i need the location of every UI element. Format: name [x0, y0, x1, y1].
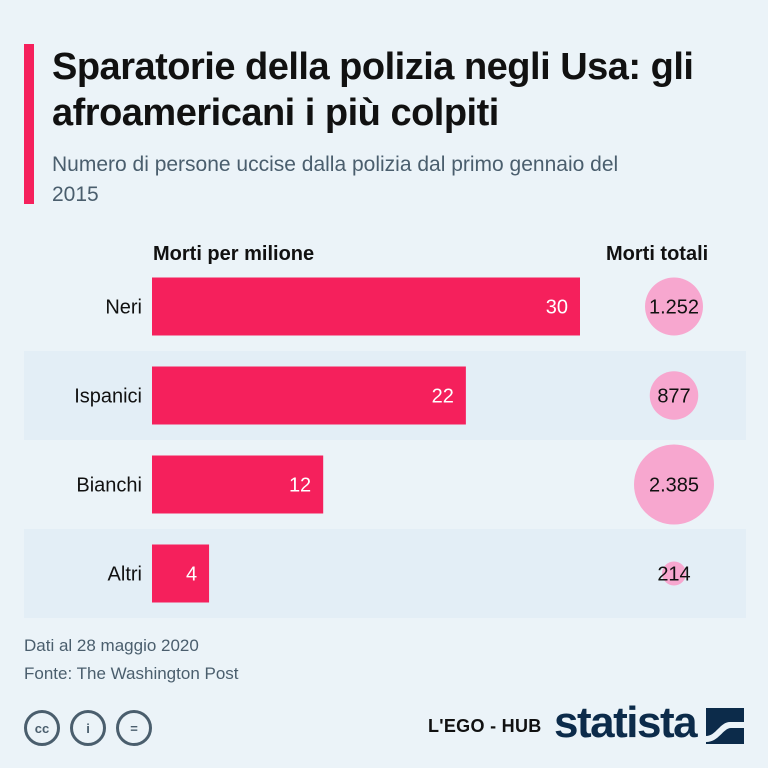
bar-value-label: 12 [289, 475, 311, 497]
total-deaths-label: 877 [657, 386, 690, 408]
total-deaths-bubble [634, 444, 714, 525]
row-stripe [24, 529, 746, 618]
total-deaths-label: 2.385 [649, 475, 699, 497]
bar-per-million [152, 277, 580, 336]
creative-commons-icon[interactable]: cc [24, 710, 60, 746]
total-deaths-bubble [662, 561, 686, 586]
statista-logo-mark-icon [706, 708, 744, 744]
category-label: Neri [105, 297, 142, 319]
data-date-note: Dati al 28 maggio 2020 [24, 636, 199, 655]
category-label: Ispanici [74, 386, 142, 408]
column-header-total: Morti totali [606, 243, 709, 265]
bar-value-label: 30 [546, 297, 568, 319]
title-accent-bar [24, 44, 34, 204]
bar-value-label: 4 [186, 564, 197, 586]
bar-per-million [152, 455, 324, 514]
bar-per-million [152, 544, 210, 603]
category-label: Bianchi [76, 475, 142, 497]
bar-value-label: 22 [432, 386, 454, 408]
bar-per-million [152, 366, 466, 425]
chart-subtitle: Numero di persone uccise dalla polizia d… [52, 153, 619, 206]
total-deaths-label: 1.252 [649, 297, 699, 319]
attribution-icon[interactable]: i [70, 710, 106, 746]
total-deaths-bubble [645, 277, 703, 336]
statista-logo[interactable]: statista [554, 698, 698, 747]
no-derivatives-icon[interactable]: = [116, 710, 152, 746]
total-deaths-label: 214 [657, 564, 690, 586]
category-label: Altri [108, 564, 142, 586]
publisher-label: L'EGO - HUB [428, 716, 542, 736]
source-note: Fonte: The Washington Post [24, 664, 239, 683]
column-header-per-million: Morti per milione [153, 243, 315, 265]
total-deaths-bubble [649, 371, 699, 420]
chart-title: Sparatorie della polizia negli Usa: gli … [52, 46, 694, 134]
